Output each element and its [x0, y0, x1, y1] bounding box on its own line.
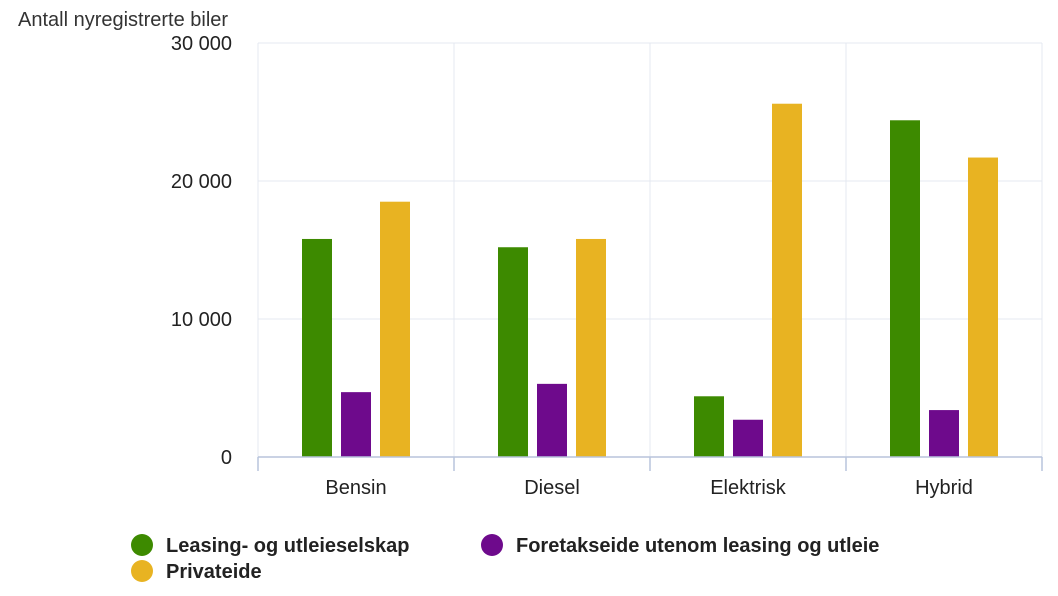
bar-elektrisk-series-2	[772, 103, 802, 457]
y-axis-title: Antall nyregistrerte biler	[18, 9, 228, 31]
legend-label: Foretakseide utenom leasing og utleie	[516, 535, 879, 557]
axes: 0 10 000 20 000 30 000 Bensin Diesel Elektrisk…	[171, 33, 1043, 499]
x-tick-label: Hybrid	[915, 477, 973, 499]
bar-hybrid-series-0	[890, 120, 920, 457]
x-tick-label: Elektrisk	[710, 477, 787, 499]
bar-diesel-series-2	[576, 238, 606, 457]
bar-diesel-series-0	[498, 247, 528, 457]
bars	[302, 103, 998, 458]
bar-hybrid-series-1	[929, 410, 959, 457]
y-tick-label: 10 000	[171, 309, 232, 331]
y-tick-label: 0	[221, 447, 232, 469]
legend-label: Leasing- og utleieselskap	[166, 535, 409, 557]
legend-marker	[481, 534, 503, 556]
x-tick-label: Bensin	[325, 477, 386, 499]
bar-hybrid-series-2	[968, 157, 998, 458]
grid	[257, 42, 1043, 457]
legend-marker	[131, 560, 153, 582]
legend-label: Privateide	[166, 561, 262, 583]
y-tick-label: 20 000	[171, 171, 232, 193]
bar-diesel-series-1	[537, 383, 567, 457]
bar-bensin-series-0	[302, 238, 332, 457]
x-tick-label: Diesel	[524, 477, 580, 499]
bar-elektrisk-series-1	[733, 419, 763, 457]
y-tick-label: 30 000	[171, 33, 232, 55]
legend: Leasing- og utleieselskap Foretakseide ut…	[131, 534, 879, 583]
bar-bensin-series-2	[380, 201, 410, 457]
legend-marker	[131, 534, 153, 556]
bar-elektrisk-series-0	[694, 396, 724, 457]
bar-bensin-series-1	[341, 392, 371, 457]
